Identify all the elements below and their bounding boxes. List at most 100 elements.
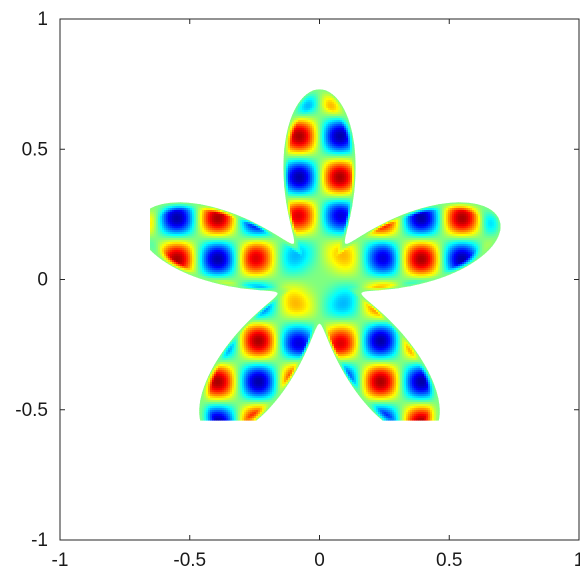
field-cell	[226, 214, 229, 217]
field-cell	[232, 246, 235, 249]
field-cell	[228, 360, 231, 363]
field-cell	[220, 360, 223, 363]
field-cell	[188, 222, 191, 225]
field-cell	[248, 330, 251, 333]
field-cell	[258, 256, 261, 259]
field-cell	[252, 246, 255, 249]
field-cell	[222, 416, 225, 419]
field-cell	[190, 246, 193, 249]
field-cell	[192, 214, 195, 217]
field-cell	[250, 386, 253, 389]
field-cell	[226, 232, 229, 235]
field-cell	[174, 220, 177, 223]
field-cell	[258, 340, 261, 343]
field-cell	[212, 250, 215, 253]
field-cell	[192, 234, 195, 237]
field-cell	[204, 388, 207, 391]
field-cell	[200, 266, 203, 269]
field-cell	[252, 262, 255, 265]
field-cell	[206, 278, 209, 281]
field-cell	[250, 344, 253, 347]
field-cell	[204, 262, 207, 265]
field-cell	[176, 212, 179, 215]
field-cell	[206, 240, 209, 243]
field-cell	[184, 246, 187, 249]
field-cell	[252, 396, 255, 399]
field-cell	[160, 246, 163, 249]
field-cell	[234, 260, 237, 263]
field-cell	[228, 282, 231, 285]
field-cell	[206, 392, 209, 395]
field-cell	[214, 260, 217, 263]
field-cell	[176, 238, 179, 241]
field-cell	[250, 352, 253, 355]
field-cell	[216, 386, 219, 389]
field-cell	[228, 218, 231, 221]
field-cell	[228, 256, 231, 259]
field-cell	[208, 236, 211, 239]
field-cell	[212, 236, 215, 239]
field-cell	[238, 258, 241, 261]
field-cell	[180, 210, 183, 213]
field-cell	[230, 400, 233, 403]
field-cell	[174, 260, 177, 263]
field-cell	[230, 378, 233, 381]
field-cell	[242, 274, 245, 277]
field-cell	[168, 242, 171, 245]
field-cell	[236, 396, 239, 399]
field-cell	[236, 414, 239, 417]
field-cell	[240, 224, 243, 227]
field-cell	[212, 228, 215, 231]
field-cell	[228, 394, 231, 397]
field-cell	[224, 226, 227, 229]
field-cell	[240, 338, 243, 341]
field-cell	[226, 278, 229, 281]
field-cell	[244, 346, 247, 349]
field-cell	[234, 244, 237, 247]
field-cell	[208, 262, 211, 265]
field-cell	[234, 264, 237, 267]
field-cell	[168, 230, 171, 233]
field-cell	[240, 414, 243, 417]
field-cell	[180, 214, 183, 217]
field-cell	[224, 404, 227, 407]
field-cell	[224, 246, 227, 249]
field-cell	[218, 274, 221, 277]
field-cell	[236, 228, 239, 231]
field-cell	[212, 260, 215, 263]
field-cell	[248, 362, 251, 365]
field-cell	[194, 252, 197, 255]
field-cell	[210, 258, 213, 261]
field-cell	[220, 416, 223, 419]
field-cell	[248, 372, 251, 375]
field-cell	[226, 238, 229, 241]
field-cell	[166, 246, 169, 249]
field-cell	[242, 278, 245, 281]
field-cell	[176, 202, 179, 205]
field-cell	[202, 264, 205, 267]
field-cell	[218, 394, 221, 397]
field-cell	[164, 246, 167, 249]
field-cell	[162, 210, 165, 213]
field-cell	[154, 248, 157, 251]
field-cell	[208, 374, 211, 377]
field-cell	[254, 228, 257, 231]
field-cell	[238, 406, 241, 409]
field-cell	[206, 412, 209, 415]
field-cell	[224, 214, 227, 217]
field-cell	[160, 252, 163, 255]
field-cell	[252, 352, 255, 355]
field-cell	[254, 356, 257, 359]
field-cell	[190, 210, 193, 213]
field-cell	[228, 238, 231, 241]
field-cell	[240, 344, 243, 347]
field-cell	[196, 224, 199, 227]
field-cell	[242, 264, 245, 267]
field-cell	[236, 262, 239, 265]
field-cell	[170, 228, 173, 231]
field-cell	[164, 248, 167, 251]
field-cell	[256, 388, 259, 391]
field-cell	[258, 272, 261, 275]
field-cell	[238, 390, 241, 393]
field-cell	[198, 236, 201, 239]
